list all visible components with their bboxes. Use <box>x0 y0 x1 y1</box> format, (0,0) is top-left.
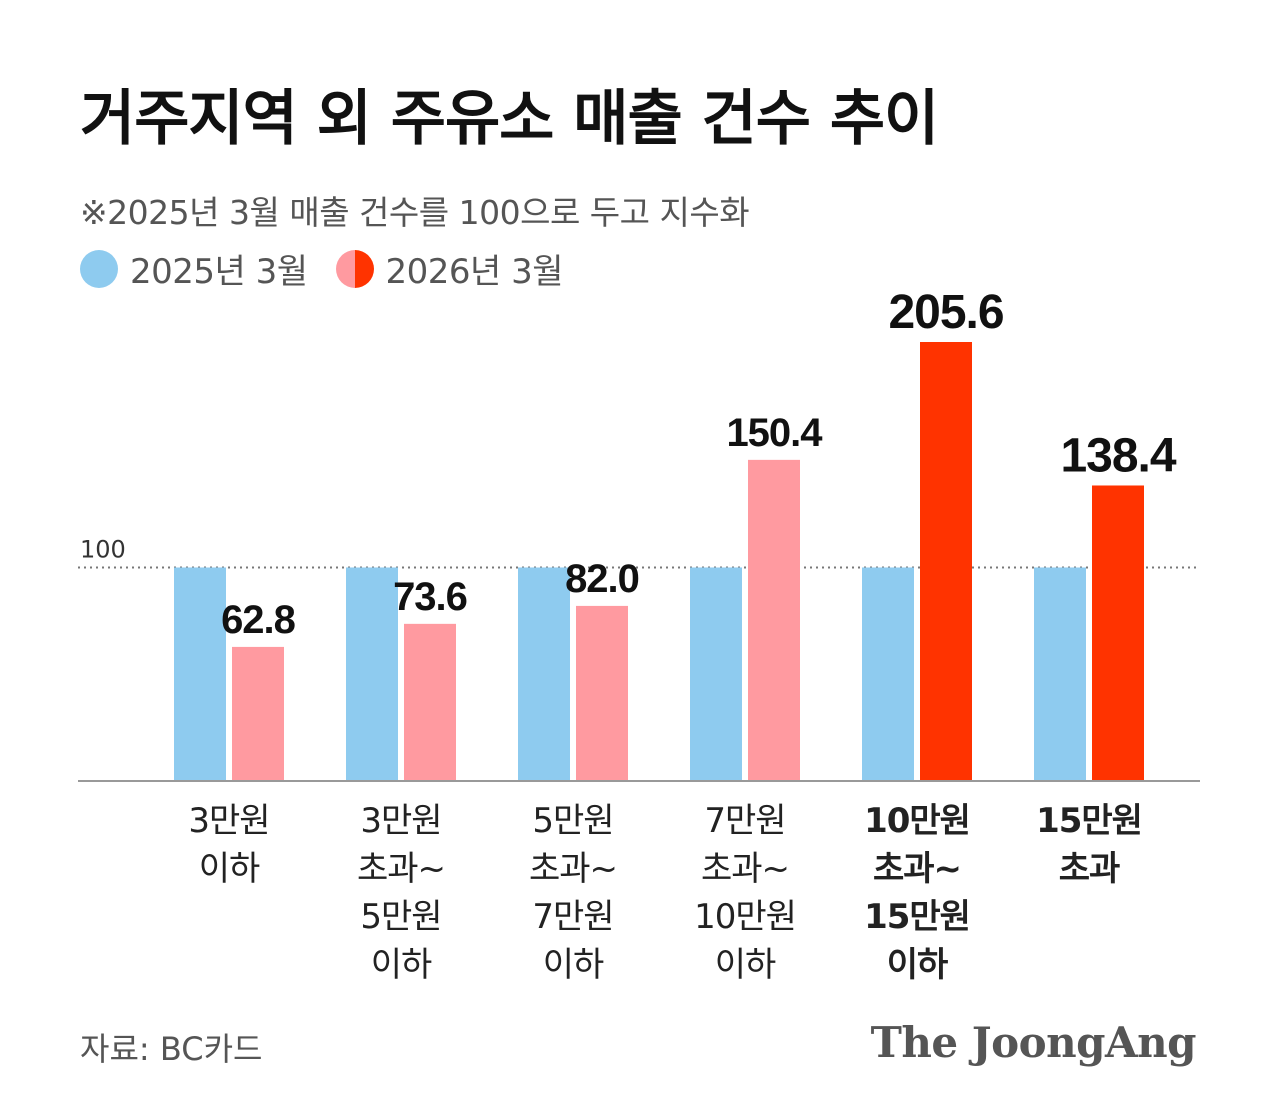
bar-2026-5 <box>1092 485 1144 781</box>
source-note: 자료: BC카드 <box>80 1030 263 1068</box>
data-label-2026-4: 205.6 <box>888 286 1003 339</box>
bar-2026-1 <box>404 623 456 781</box>
legend-swatch-2026 <box>335 249 374 288</box>
x-tick-label-4-2: 15만원 <box>864 897 970 937</box>
x-tick-label-2-1: 초과~ <box>529 849 617 889</box>
x-tick-label-0-0: 3만원 <box>188 801 269 841</box>
x-tick-label-3-0: 7만원 <box>704 801 785 841</box>
bar-2026-3 <box>748 459 800 781</box>
x-tick-label-2-3: 이하 <box>543 945 604 985</box>
bar-2026-4 <box>920 342 972 781</box>
bar-2025-4 <box>862 567 914 781</box>
bar-2026-2 <box>576 605 628 781</box>
data-label-2026-0: 62.8 <box>221 598 296 642</box>
legend-item-2025: 2025년 3월 <box>80 244 308 293</box>
legend: 2025년 3월 2026년 3월 <box>80 244 591 293</box>
x-tick-label-2-0: 5만원 <box>532 801 613 841</box>
chart-subtitle: ※2025년 3월 매출 건수를 100으로 두고 지수화 <box>80 193 750 232</box>
data-label-2026-3: 150.4 <box>726 411 823 455</box>
x-tick-label-1-3: 이하 <box>371 945 432 985</box>
x-tick-label-1-1: 초과~ <box>357 849 445 889</box>
x-tick-label-4-0: 10만원 <box>864 801 970 841</box>
x-tick-label-3-2: 10만원 <box>694 897 796 937</box>
x-tick-label-1-2: 5만원 <box>360 897 441 937</box>
bar-2025-5 <box>1034 567 1086 781</box>
x-tick-label-5-0: 15만원 <box>1036 801 1142 841</box>
data-label-2026-1: 73.6 <box>393 575 467 619</box>
legend-swatch-2025 <box>80 249 118 288</box>
x-tick-label-3-3: 이하 <box>715 945 776 985</box>
x-tick-label-4-1: 초과~ <box>873 849 961 889</box>
reference-line-label: 100 <box>80 535 126 563</box>
legend-label-2026: 2026년 3월 <box>385 252 564 292</box>
x-tick-label-3-1: 초과~ <box>701 849 789 889</box>
data-label-2026-5: 138.4 <box>1060 429 1176 482</box>
bar-2025-3 <box>690 567 742 781</box>
legend-item-2026: 2026년 3월 <box>335 244 564 293</box>
x-tick-label-2-2: 7만원 <box>532 897 613 937</box>
data-label-2026-2: 82.0 <box>565 557 639 601</box>
brand-logo: The JoongAng <box>870 1018 1197 1067</box>
legend-label-2025: 2025년 3월 <box>130 252 308 292</box>
x-tick-label-1-0: 3만원 <box>360 801 441 841</box>
chart-title: 거주지역 외 주유소 매출 건수 추이 <box>80 84 939 154</box>
x-tick-label-5-1: 초과 <box>1059 849 1120 889</box>
x-tick-label-4-3: 이하 <box>887 945 948 985</box>
bar-2026-0 <box>232 646 284 781</box>
x-tick-label-0-1: 이하 <box>199 849 260 889</box>
bar-2025-1 <box>346 567 398 781</box>
bar-2025-2 <box>518 567 570 781</box>
bar-2025-0 <box>174 567 226 781</box>
